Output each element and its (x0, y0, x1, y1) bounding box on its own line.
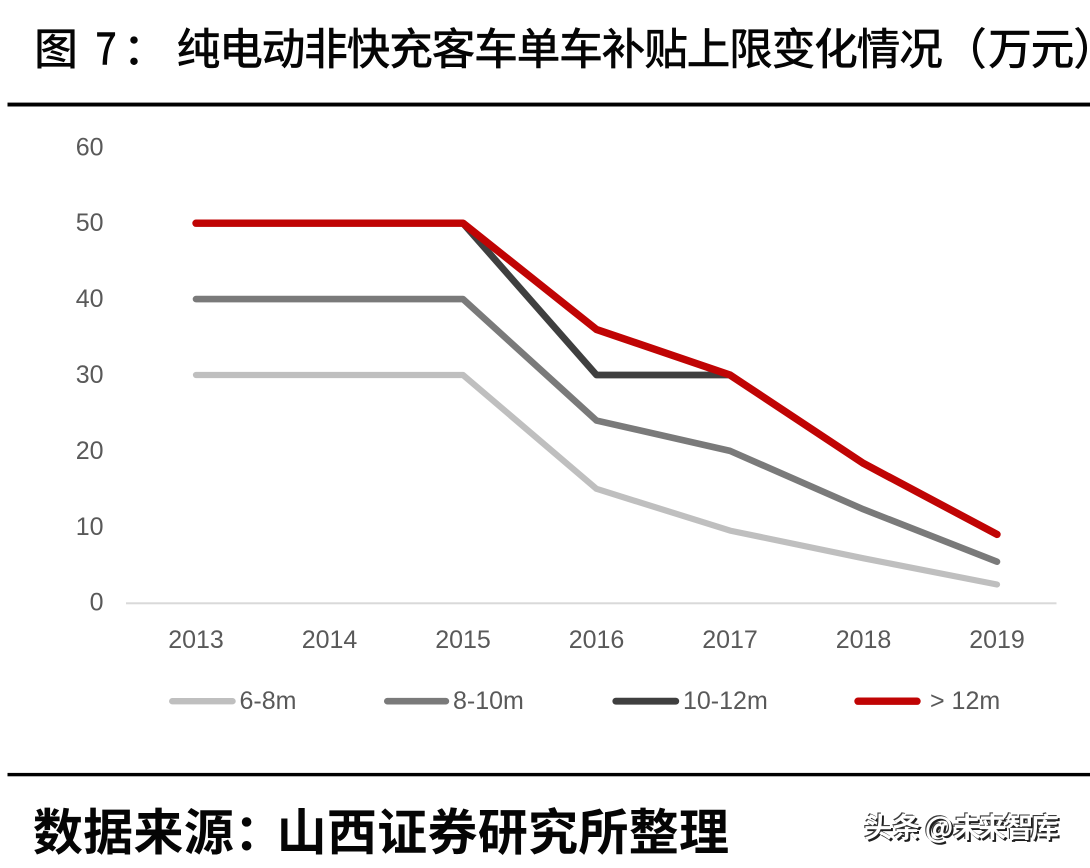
svg-text:30: 30 (76, 361, 104, 389)
svg-text:10-12m: 10-12m (683, 687, 768, 715)
svg-text:2016: 2016 (569, 626, 625, 654)
svg-text:2018: 2018 (836, 626, 892, 654)
svg-text:2017: 2017 (702, 626, 758, 654)
svg-text:6-8m: 6-8m (240, 687, 297, 715)
svg-text:0: 0 (90, 589, 104, 617)
svg-text:2015: 2015 (435, 626, 491, 654)
svg-text:10: 10 (76, 513, 104, 541)
svg-text:60: 60 (76, 133, 104, 161)
svg-text:2014: 2014 (302, 626, 358, 654)
svg-text:40: 40 (76, 285, 104, 313)
svg-text:2019: 2019 (969, 626, 1025, 654)
svg-text:50: 50 (76, 209, 104, 237)
svg-text:2013: 2013 (168, 626, 224, 654)
svg-text:> 12m: > 12m (930, 687, 1000, 715)
svg-text:8-10m: 8-10m (453, 687, 524, 715)
svg-text:20: 20 (76, 437, 104, 465)
